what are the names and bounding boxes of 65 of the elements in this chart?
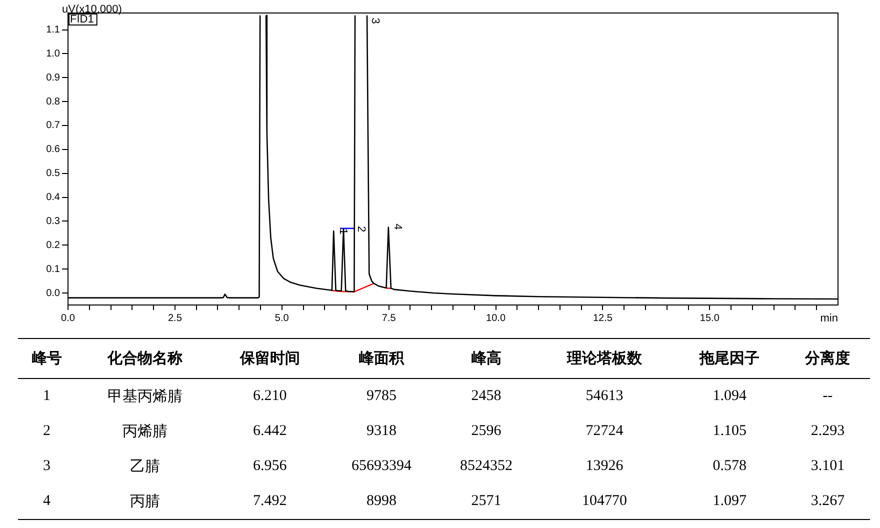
text: 104770 (535, 484, 674, 520)
x-tick-label: 12.5 (592, 312, 613, 324)
text: 分离度 (785, 338, 870, 378)
y-tick-label: 0.4 (46, 192, 60, 204)
text: 乙腈 (128, 458, 161, 477)
text: 6.210 (252, 387, 288, 406)
text: 1.097 (674, 484, 786, 520)
text: 1.105 (712, 422, 748, 441)
text: 8524352 (459, 457, 514, 476)
x-tick-label: 2.5 (168, 312, 182, 324)
text: -- (822, 387, 834, 406)
y-tick-label: 0.8 (46, 96, 60, 108)
text: 峰高 (437, 338, 536, 378)
text: 65693394 (350, 457, 412, 476)
text: 2596 (470, 422, 502, 441)
text: 72724 (584, 422, 624, 441)
text: 7.492 (214, 484, 326, 520)
text: 3.267 (785, 484, 870, 520)
text: 2571 (437, 484, 536, 520)
text: 化合物名称 (76, 338, 214, 378)
text: 0.578 (712, 457, 748, 476)
text: 6.956 (252, 457, 288, 476)
y-tick-label: 0.2 (46, 240, 60, 251)
annotation: 3 (369, 18, 382, 24)
x-tick-label: 10.0 (486, 312, 506, 324)
text: 9785 (365, 387, 398, 406)
annotation: FID1 (70, 14, 94, 26)
y-tick-label: 0.3 (46, 216, 60, 227)
x-tick-label: 15.0 (700, 312, 720, 324)
x-tick-label: 0.0 (61, 312, 76, 324)
text: 理论塔板数 (535, 338, 674, 378)
y-tick-label: 0.6 (46, 144, 60, 156)
text: 1 (42, 387, 52, 406)
text: 4 (18, 484, 76, 520)
text: 拖尾因子 (674, 338, 786, 378)
y-tick-label: 0.0 (46, 288, 60, 299)
y-tick-label: 0.1 (46, 264, 60, 275)
text: 峰号 (18, 338, 76, 378)
x-tick-label: 5.0 (274, 312, 290, 324)
text: 54613 (584, 387, 624, 406)
text: 6.442 (252, 422, 288, 441)
text: 丙腈 (76, 484, 214, 520)
y-tick-label: 0.9 (46, 72, 60, 84)
text: 1.094 (712, 387, 748, 406)
text: 2458 (470, 387, 502, 406)
y-tick-label: 0.7 (46, 120, 60, 132)
y-tick-label: 0.5 (46, 168, 60, 180)
annotation: 2 (354, 226, 367, 232)
text: 3 (42, 457, 52, 476)
text: 峰面积 (326, 338, 438, 378)
text: 甲基丙烯腈 (106, 388, 184, 407)
text: 8998 (326, 484, 438, 520)
y-axis-title: uV(x10,000) (62, 4, 122, 16)
y-tick-label: 1.1 (46, 24, 60, 36)
text: 2 (42, 422, 52, 441)
text: 保留时间 (214, 338, 326, 378)
y-tick-label: 1.0 (46, 48, 60, 60)
x-tick-label: 7.5 (382, 312, 396, 324)
text: 9318 (365, 422, 398, 441)
text: 3.101 (810, 457, 846, 476)
text: 13926 (584, 457, 624, 476)
text: 丙烯腈 (121, 422, 168, 442)
annotation: 4 (391, 224, 404, 230)
x-axis-title: min (820, 312, 838, 325)
text: 2.293 (810, 422, 846, 441)
